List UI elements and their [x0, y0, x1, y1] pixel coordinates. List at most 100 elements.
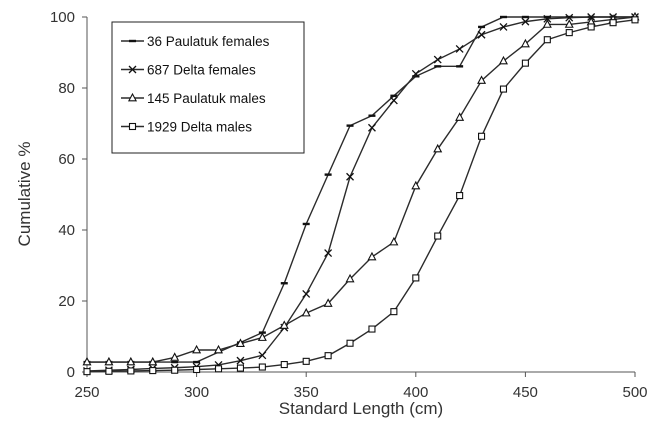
data-point: [587, 23, 595, 31]
data-point: [346, 172, 354, 181]
data-point: [279, 320, 289, 329]
axes: [86, 17, 635, 373]
data-point: [542, 19, 552, 28]
legend-entry: 36 Paulatuk females: [121, 34, 270, 49]
legend-label: 1929 Delta males: [147, 120, 252, 135]
data-point: [412, 274, 420, 282]
legend-label: 145 Paulatuk males: [147, 91, 266, 106]
data-point: [433, 143, 443, 153]
data-point: [127, 92, 138, 102]
data-point: [193, 365, 201, 374]
data-point: [257, 332, 267, 341]
data-point: [104, 356, 114, 366]
legend-label: 687 Delta females: [147, 63, 256, 78]
data-point: [543, 36, 551, 44]
series-square: [83, 16, 639, 376]
y-axis-title: Cumulative %: [15, 142, 34, 247]
data-point: [302, 357, 310, 365]
data-point: [82, 356, 92, 366]
data-point: [345, 273, 355, 283]
series-dash: [83, 15, 639, 364]
legend-entry: 1929 Delta males: [121, 120, 252, 135]
series-line: [87, 16, 635, 363]
data-point: [214, 365, 223, 373]
data-point: [389, 96, 398, 105]
data-point: [236, 356, 245, 365]
data-point: [280, 360, 288, 369]
data-point: [367, 251, 377, 261]
data-point: [411, 180, 421, 190]
data-point: [127, 367, 135, 375]
data-point: [390, 308, 398, 316]
series-group: [82, 11, 640, 376]
data-point: [368, 123, 376, 132]
data-point: [346, 339, 354, 347]
series-line: [86, 16, 635, 372]
data-point: [324, 249, 333, 258]
legend-box: [111, 21, 305, 154]
data-point: [149, 367, 157, 375]
y-tick-label: 0: [67, 364, 75, 381]
data-point: [105, 367, 113, 375]
data-point: [148, 356, 158, 366]
x-axis-title: Standard Length (cm): [279, 399, 443, 418]
data-point: [477, 75, 487, 84]
data-point: [389, 236, 399, 246]
data-point: [456, 192, 464, 200]
series-triangle: [82, 11, 640, 366]
y-tick-label: 100: [50, 9, 75, 26]
data-point: [235, 338, 245, 347]
data-point: [126, 356, 136, 366]
data-point: [192, 344, 202, 354]
data-point: [455, 44, 464, 53]
data-point: [565, 29, 573, 37]
data-point: [368, 325, 376, 333]
x-tick-label: 450: [513, 384, 538, 401]
data-point: [631, 16, 639, 24]
data-point: [171, 366, 179, 374]
data-point: [434, 232, 442, 240]
series-line: [86, 19, 636, 373]
x-tick-label: 250: [74, 384, 99, 401]
data-point: [520, 38, 530, 48]
legend: 36 Paulatuk females 687 Delta females 145 …: [111, 21, 305, 154]
data-point: [477, 30, 486, 39]
data-point: [455, 112, 465, 121]
data-point: [214, 344, 224, 354]
y-tick-label: 40: [58, 222, 75, 239]
data-point: [236, 364, 244, 372]
data-point: [498, 55, 508, 65]
data-point: [128, 65, 137, 74]
data-point: [478, 132, 486, 140]
data-point: [499, 22, 508, 31]
data-point: [565, 13, 574, 22]
data-point: [609, 19, 617, 27]
data-point: [302, 289, 311, 298]
data-point: [324, 352, 332, 360]
axis-ticks: 0 20 40 60 80 100 250 300 350 400 450 500: [50, 9, 648, 401]
data-point: [543, 14, 552, 23]
y-tick-label: 60: [58, 151, 75, 168]
data-point: [521, 17, 530, 26]
data-point: [411, 69, 420, 78]
legend-label: 36 Paulatuk females: [147, 34, 270, 49]
x-tick-label: 350: [294, 384, 319, 401]
data-point: [499, 85, 508, 93]
legend-entry: 145 Paulatuk males: [121, 91, 266, 106]
legend-entry: 687 Delta females: [121, 63, 256, 78]
x-tick-label: 500: [622, 384, 647, 401]
x-tick-label: 300: [184, 384, 209, 401]
data-point: [433, 55, 442, 64]
data-point: [258, 363, 266, 371]
y-tick-label: 80: [58, 80, 75, 97]
data-point: [521, 59, 529, 67]
data-point: [83, 368, 91, 376]
data-point: [128, 122, 137, 131]
data-point: [564, 19, 574, 28]
y-tick-label: 20: [58, 293, 75, 310]
data-point: [258, 351, 267, 360]
data-point: [170, 352, 180, 361]
x-tick-label: 400: [403, 384, 428, 401]
data-point: [323, 298, 333, 307]
